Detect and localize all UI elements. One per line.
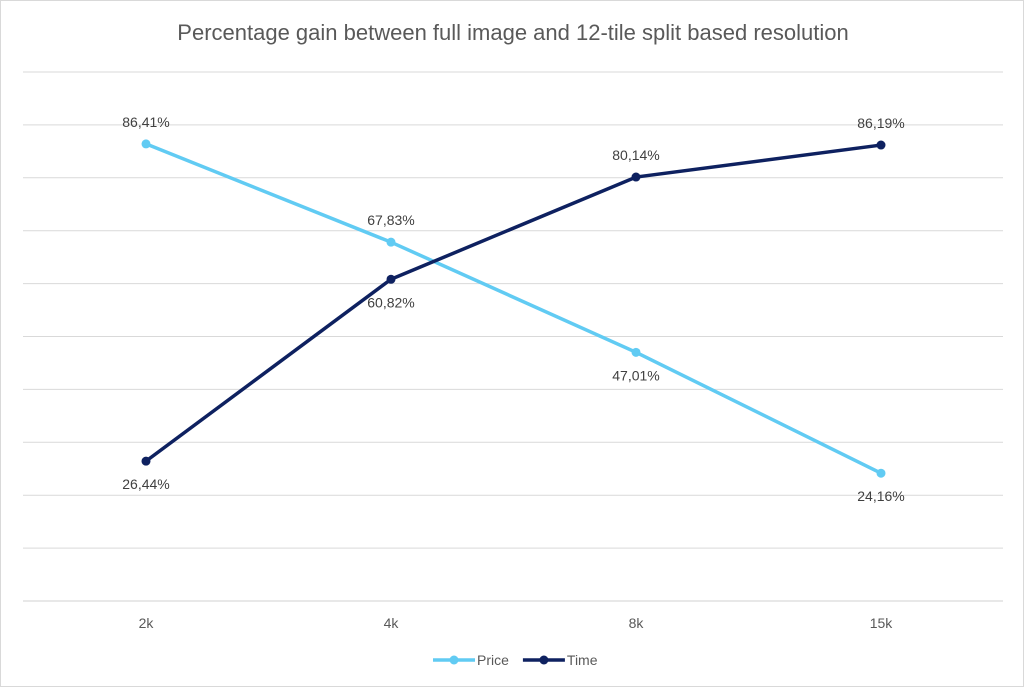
gridlines <box>23 71 1003 602</box>
chart-title: Percentage gain between full image and 1… <box>177 20 848 45</box>
point-time <box>631 172 641 182</box>
legend: Price Time <box>433 652 598 668</box>
point-time <box>386 274 396 284</box>
point-price <box>631 347 641 357</box>
series-line-price <box>144 142 883 475</box>
point-price <box>141 139 151 149</box>
data-label-time: 60,82% <box>367 294 414 310</box>
data-labels: 86,41% 67,83% 47,01% 24,16% 26,44% 60,82% 80,1… <box>122 114 904 504</box>
data-label-price: 67,83% <box>367 212 414 228</box>
data-label-time: 26,44% <box>122 476 169 492</box>
legend-marker-time <box>539 655 549 665</box>
x-tick-label: 8k <box>629 615 645 631</box>
legend-marker-price <box>449 655 459 665</box>
data-label-price: 24,16% <box>857 488 904 504</box>
point-time <box>876 140 886 150</box>
data-label-price: 47,01% <box>612 367 659 383</box>
series-line-time <box>144 143 883 463</box>
legend-label-time: Time <box>567 652 598 668</box>
point-price <box>386 237 396 247</box>
x-tick-label: 4k <box>384 615 400 631</box>
data-label-price: 86,41% <box>122 114 169 130</box>
data-label-time: 80,14% <box>612 147 659 163</box>
point-price <box>876 468 886 478</box>
x-axis-tick-labels: 2k 4k 8k 15k <box>139 615 894 631</box>
series-layer <box>141 139 886 478</box>
data-label-time: 86,19% <box>857 115 904 131</box>
point-time <box>141 456 151 466</box>
legend-label-price: Price <box>477 652 509 668</box>
x-tick-label: 15k <box>870 615 894 631</box>
x-tick-label: 2k <box>139 615 155 631</box>
